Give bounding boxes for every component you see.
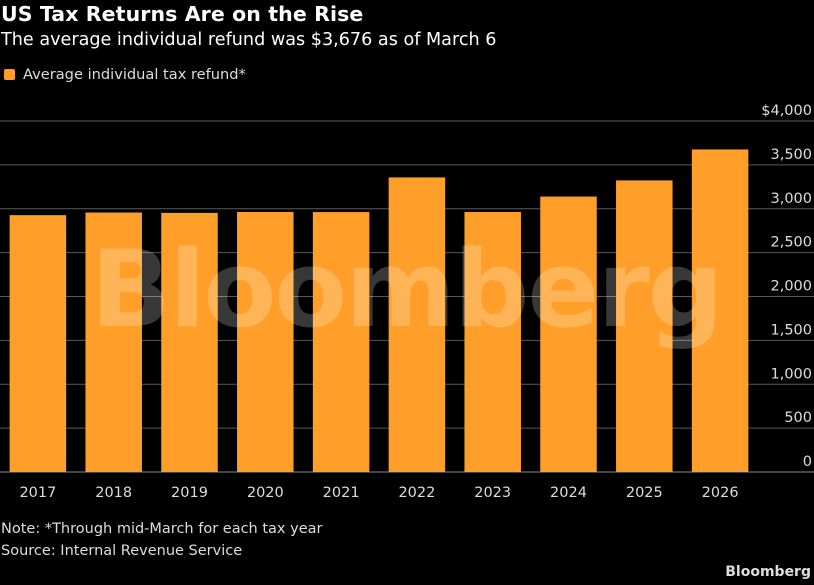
brand-logo: Bloomberg xyxy=(725,564,811,580)
bar-2025 xyxy=(616,180,673,473)
x-tick-label: 2022 xyxy=(398,485,435,501)
x-tick-label: 2018 xyxy=(95,485,132,501)
x-tick-label: 2020 xyxy=(247,485,284,501)
x-tick-label: 2019 xyxy=(171,485,208,501)
chart-title: US Tax Returns Are on the Rise xyxy=(1,2,364,26)
bar-2021 xyxy=(312,212,370,472)
bar-2023 xyxy=(464,211,521,472)
bar-2022 xyxy=(388,177,446,472)
y-axis-tick-labels: 0 500 1,000 1,500 2,000 2,500 3,000 3,500 $4,000 xyxy=(761,103,812,470)
bar-2019 xyxy=(161,212,218,472)
y-tick-label: 3,500 xyxy=(770,147,812,163)
bar-2024 xyxy=(540,196,597,473)
y-tick-label: 2,000 xyxy=(770,279,812,295)
y-tick-label: 2,500 xyxy=(770,235,812,251)
chart-subtitle: The average individual refund was $3,676… xyxy=(1,30,497,50)
y-tick-label: 1,500 xyxy=(770,322,812,338)
bar-2026 xyxy=(691,149,749,472)
watermark-logo: Bloomberg xyxy=(90,228,721,351)
x-tick-label: 2023 xyxy=(474,485,511,501)
x-tick-label: 2026 xyxy=(702,485,739,501)
bars xyxy=(9,149,749,473)
x-tick-label: 2024 xyxy=(550,485,587,501)
source-note: Source: Internal Revenue Service xyxy=(1,543,243,559)
x-tick-label: 2021 xyxy=(323,485,360,501)
legend-swatch xyxy=(4,69,15,80)
footnote: Note: *Through mid-March for each tax ye… xyxy=(1,521,323,537)
x-tick-label: 2025 xyxy=(626,485,663,501)
legend: Average individual tax refund* xyxy=(4,66,246,83)
y-tick-label: 0 xyxy=(803,454,812,470)
y-tick-label: $4,000 xyxy=(761,103,812,119)
bar-2017 xyxy=(9,215,67,472)
y-tick-label: 3,000 xyxy=(770,191,812,207)
y-tick-label: 1,000 xyxy=(770,366,812,382)
y-tick-label: 500 xyxy=(784,410,812,426)
legend-label: Average individual tax refund* xyxy=(23,66,246,83)
bar-2020 xyxy=(237,211,294,472)
bar-2018 xyxy=(85,212,142,472)
x-tick-label: 2017 xyxy=(19,485,56,501)
x-axis-tick-labels: 2017 2018 2019 2020 2021 2022 2023 2024 2025 2026 xyxy=(19,485,738,501)
